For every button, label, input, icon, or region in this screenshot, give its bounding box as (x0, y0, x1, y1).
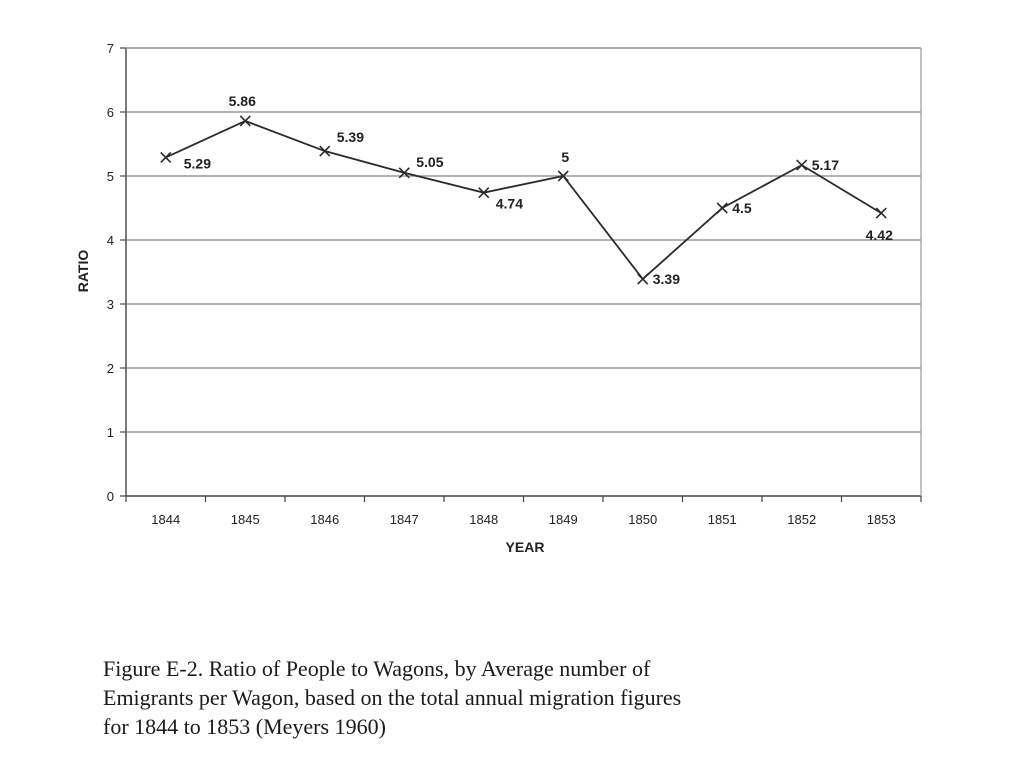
data-label: 5.17 (812, 157, 839, 173)
data-labels: 5.29 5.86 5.39 5.05 4.74 5 3.39 4.5 5.17 4.42 (184, 93, 893, 287)
x-tick-label: 1852 (787, 512, 816, 527)
data-point-marker (160, 151, 172, 164)
data-point-marker (716, 202, 728, 214)
x-tick-label: 1851 (708, 512, 737, 527)
caption-line: for 1844 to 1853 (Meyers 1960) (103, 714, 386, 739)
marker-stroke (557, 170, 569, 182)
y-tick-label: 1 (107, 425, 114, 440)
marker-stroke (637, 273, 649, 285)
y-tick-label: 4 (107, 233, 114, 248)
y-tick-label: 2 (107, 361, 114, 376)
x-tick-labels: 1844 1845 1846 1847 1848 1849 1850 1851 1852 1853 (151, 512, 895, 527)
marker-stroke (319, 145, 331, 157)
point-markers (160, 115, 887, 285)
line-chart: 0 1 2 3 4 5 6 7 1844 1845 1846 1847 1848 1849 1850 185… (75, 41, 922, 555)
series-line (165, 119, 882, 281)
x-tick-label: 1849 (549, 512, 578, 527)
x-tick-label: 1850 (628, 512, 657, 527)
data-label: 5.39 (337, 129, 364, 145)
x-axis-title: YEAR (506, 539, 545, 555)
data-label: 5.05 (416, 154, 443, 170)
data-label: 4.42 (866, 227, 893, 243)
data-label: 5.29 (184, 155, 211, 171)
marker-stroke (398, 167, 410, 179)
axes (120, 47, 922, 502)
data-point-marker (557, 170, 569, 182)
data-label: 4.74 (496, 196, 523, 212)
marker-stroke (875, 207, 887, 219)
data-point-marker (478, 187, 490, 199)
marker-stroke (160, 151, 172, 164)
marker-stroke (478, 187, 490, 199)
data-point-marker (637, 273, 649, 285)
marker-stroke (716, 202, 728, 214)
data-label: 5.86 (229, 93, 256, 109)
y-tick-label: 5 (107, 169, 114, 184)
y-tick-label: 7 (107, 41, 114, 56)
data-label: 4.5 (732, 200, 752, 216)
x-tick-label: 1844 (151, 512, 180, 527)
x-tick-label: 1853 (867, 512, 896, 527)
data-label: 5 (561, 149, 569, 165)
x-tick-label: 1848 (469, 512, 498, 527)
y-tick-label: 6 (107, 105, 114, 120)
y-tick-labels: 0 1 2 3 4 5 6 7 (107, 41, 114, 504)
x-tick-label: 1846 (310, 512, 339, 527)
data-label: 3.39 (653, 271, 680, 287)
data-point-marker (875, 207, 887, 219)
y-tick-label: 3 (107, 297, 114, 312)
x-tick-label: 1845 (231, 512, 260, 527)
data-point-marker (398, 167, 410, 179)
marker-stroke (796, 159, 808, 171)
x-tick-label: 1847 (390, 512, 419, 527)
data-point-marker (239, 115, 251, 127)
data-point-marker (319, 145, 331, 157)
caption-line: Emigrants per Wagon, based on the total … (103, 685, 682, 710)
figure-caption: Figure E-2. Ratio of People to Wagons, b… (103, 654, 923, 741)
data-point-marker (796, 159, 808, 171)
y-tick-label: 0 (107, 489, 114, 504)
caption-line: Figure E-2. Ratio of People to Wagons, b… (103, 656, 651, 681)
y-axis-title: RATIO (75, 250, 91, 293)
marker-stroke (239, 115, 251, 127)
